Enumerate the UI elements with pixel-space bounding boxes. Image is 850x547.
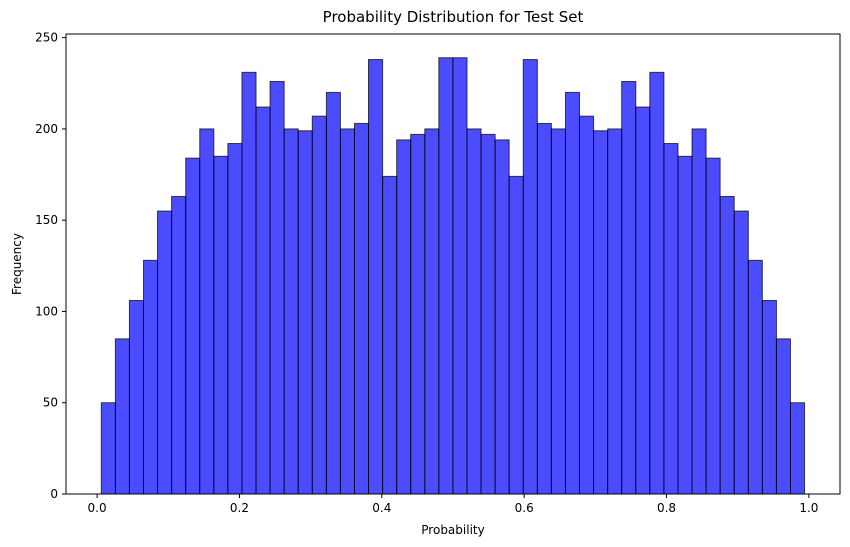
histogram-bar xyxy=(185,157,201,495)
histogram-bar xyxy=(269,80,285,495)
histogram-bar xyxy=(593,130,609,495)
histogram-bar xyxy=(607,128,623,495)
histogram-bar xyxy=(480,133,496,495)
histogram-bar xyxy=(466,128,482,495)
histogram-bar xyxy=(719,195,735,495)
histogram-bar xyxy=(353,122,370,495)
histogram-bar xyxy=(368,59,384,495)
bars-group xyxy=(100,57,806,495)
y-tick-label: 250 xyxy=(35,31,58,45)
histogram-bar xyxy=(396,139,412,495)
histogram-bar xyxy=(438,57,454,495)
plot-frame xyxy=(65,33,841,495)
histogram-bar xyxy=(227,143,243,495)
histogram-bar xyxy=(578,115,595,495)
histogram-bar xyxy=(128,300,145,495)
x-tick-label: 0.4 xyxy=(372,501,391,515)
histogram-bar xyxy=(297,130,313,495)
y-axis: 0 50 100 150 200 250 xyxy=(35,31,66,501)
histogram-bar xyxy=(171,195,187,495)
histogram-bar xyxy=(339,128,355,495)
histogram-bar xyxy=(677,155,693,495)
histogram-bar xyxy=(311,115,327,495)
histogram-bar xyxy=(213,155,229,495)
y-tick-label: 100 xyxy=(35,304,58,318)
histogram-bar xyxy=(452,57,468,495)
histogram-bar xyxy=(550,128,566,495)
histogram-bar xyxy=(649,71,665,495)
histogram-bar xyxy=(283,128,299,495)
histogram-bar xyxy=(114,338,130,495)
histogram-bar xyxy=(494,139,510,495)
histogram-bar xyxy=(635,106,651,495)
x-tick-label: 0.0 xyxy=(88,501,107,515)
y-tick-label: 150 xyxy=(35,213,58,227)
histogram-bar xyxy=(157,210,173,495)
histogram-bar xyxy=(143,259,159,495)
x-tick-label: 1.0 xyxy=(799,501,818,515)
x-tick-label: 0.6 xyxy=(515,501,534,515)
histogram-bar xyxy=(536,122,552,495)
histogram-bar xyxy=(775,338,791,495)
histogram-bar xyxy=(241,71,257,495)
histogram-bar xyxy=(564,91,580,495)
histogram-bar xyxy=(663,143,679,495)
histogram-bar xyxy=(382,175,398,495)
histogram-bar xyxy=(424,128,440,495)
histogram-bar xyxy=(761,300,777,495)
histogram-bar xyxy=(691,128,707,495)
y-axis-label: Frequency xyxy=(10,233,24,295)
x-axis-label: Probability xyxy=(421,523,484,537)
histogram-bar xyxy=(789,402,806,495)
y-tick-label: 0 xyxy=(50,487,58,501)
histogram-bar xyxy=(733,210,749,495)
histogram-bar xyxy=(747,259,763,495)
histogram-bar xyxy=(508,175,524,495)
histogram-bar xyxy=(199,128,215,495)
histogram-bar xyxy=(325,91,341,495)
histogram-bar xyxy=(522,59,538,495)
x-tick-label: 0.2 xyxy=(230,501,249,515)
histogram-bar xyxy=(410,133,426,495)
x-tick-label: 0.8 xyxy=(657,501,676,515)
histogram-bar xyxy=(255,106,271,495)
histogram-bar xyxy=(100,402,116,495)
histogram-bar xyxy=(621,80,637,495)
chart-title: Probability Distribution for Test Set xyxy=(323,8,584,26)
x-axis: 0.0 0.2 0.4 0.6 0.8 1.0 xyxy=(88,494,818,515)
histogram-bar xyxy=(705,157,721,495)
y-tick-label: 200 xyxy=(35,122,58,136)
y-tick-label: 50 xyxy=(43,396,58,410)
